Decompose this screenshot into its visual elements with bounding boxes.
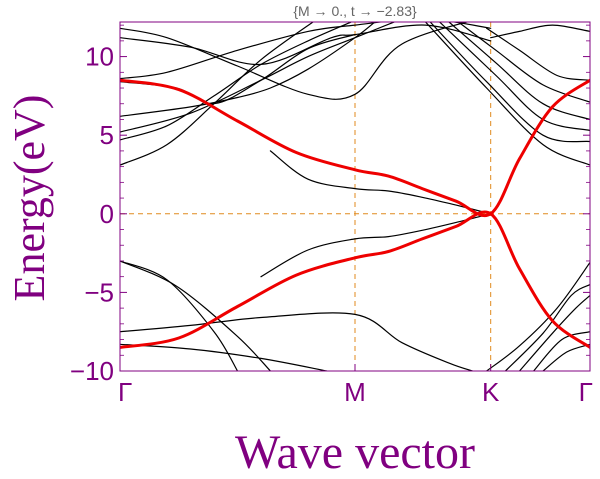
band-line-12 [120,260,271,371]
band-line-17 [490,24,590,39]
band-line-7 [120,22,396,133]
band-line-22 [424,22,590,166]
x-tick-label-1: M [344,377,366,407]
band-line-23 [486,261,590,371]
x-tick-label-3: Γ [579,377,593,407]
guide-lines [120,22,590,371]
band-lines [120,22,590,371]
band-line-3 [120,24,492,66]
highlight-bands [120,78,590,349]
y-tick-label-2: 0 [100,199,114,229]
y-tick-label-0: −10 [70,356,114,386]
parameter-label: {M → 0., t → −2.83} [293,3,417,19]
highlight-band-0 [120,78,590,217]
band-line-20 [439,22,590,132]
x-tick-label-0: Γ [118,377,132,407]
y-tick-label-3: 5 [100,120,114,150]
band-line-2 [120,22,470,100]
band-line-19 [448,22,590,121]
y-axis-label: Energy(eV) [5,95,54,302]
band-line-18 [457,22,590,103]
y-axis-ticks: −10 −5 0 5 10 [70,24,590,386]
band-line-24 [504,283,590,371]
band-line-16 [486,27,590,81]
band-line-26 [533,331,590,371]
band-line-9 [120,22,315,166]
band-line-25 [518,294,590,371]
band-line-15 [120,343,328,371]
band-line-8 [120,22,353,141]
band-line-10 [269,150,492,215]
y-tick-label-1: −5 [84,277,114,307]
x-axis-label: Wave vector [235,426,475,479]
band-line-21 [429,22,590,143]
highlight-band-1 [120,210,590,349]
band-line-4 [120,22,492,80]
x-tick-label-2: K [482,377,500,407]
band-line-14 [120,312,474,371]
y-tick-label-4: 10 [85,42,114,72]
band-line-13 [260,213,492,278]
